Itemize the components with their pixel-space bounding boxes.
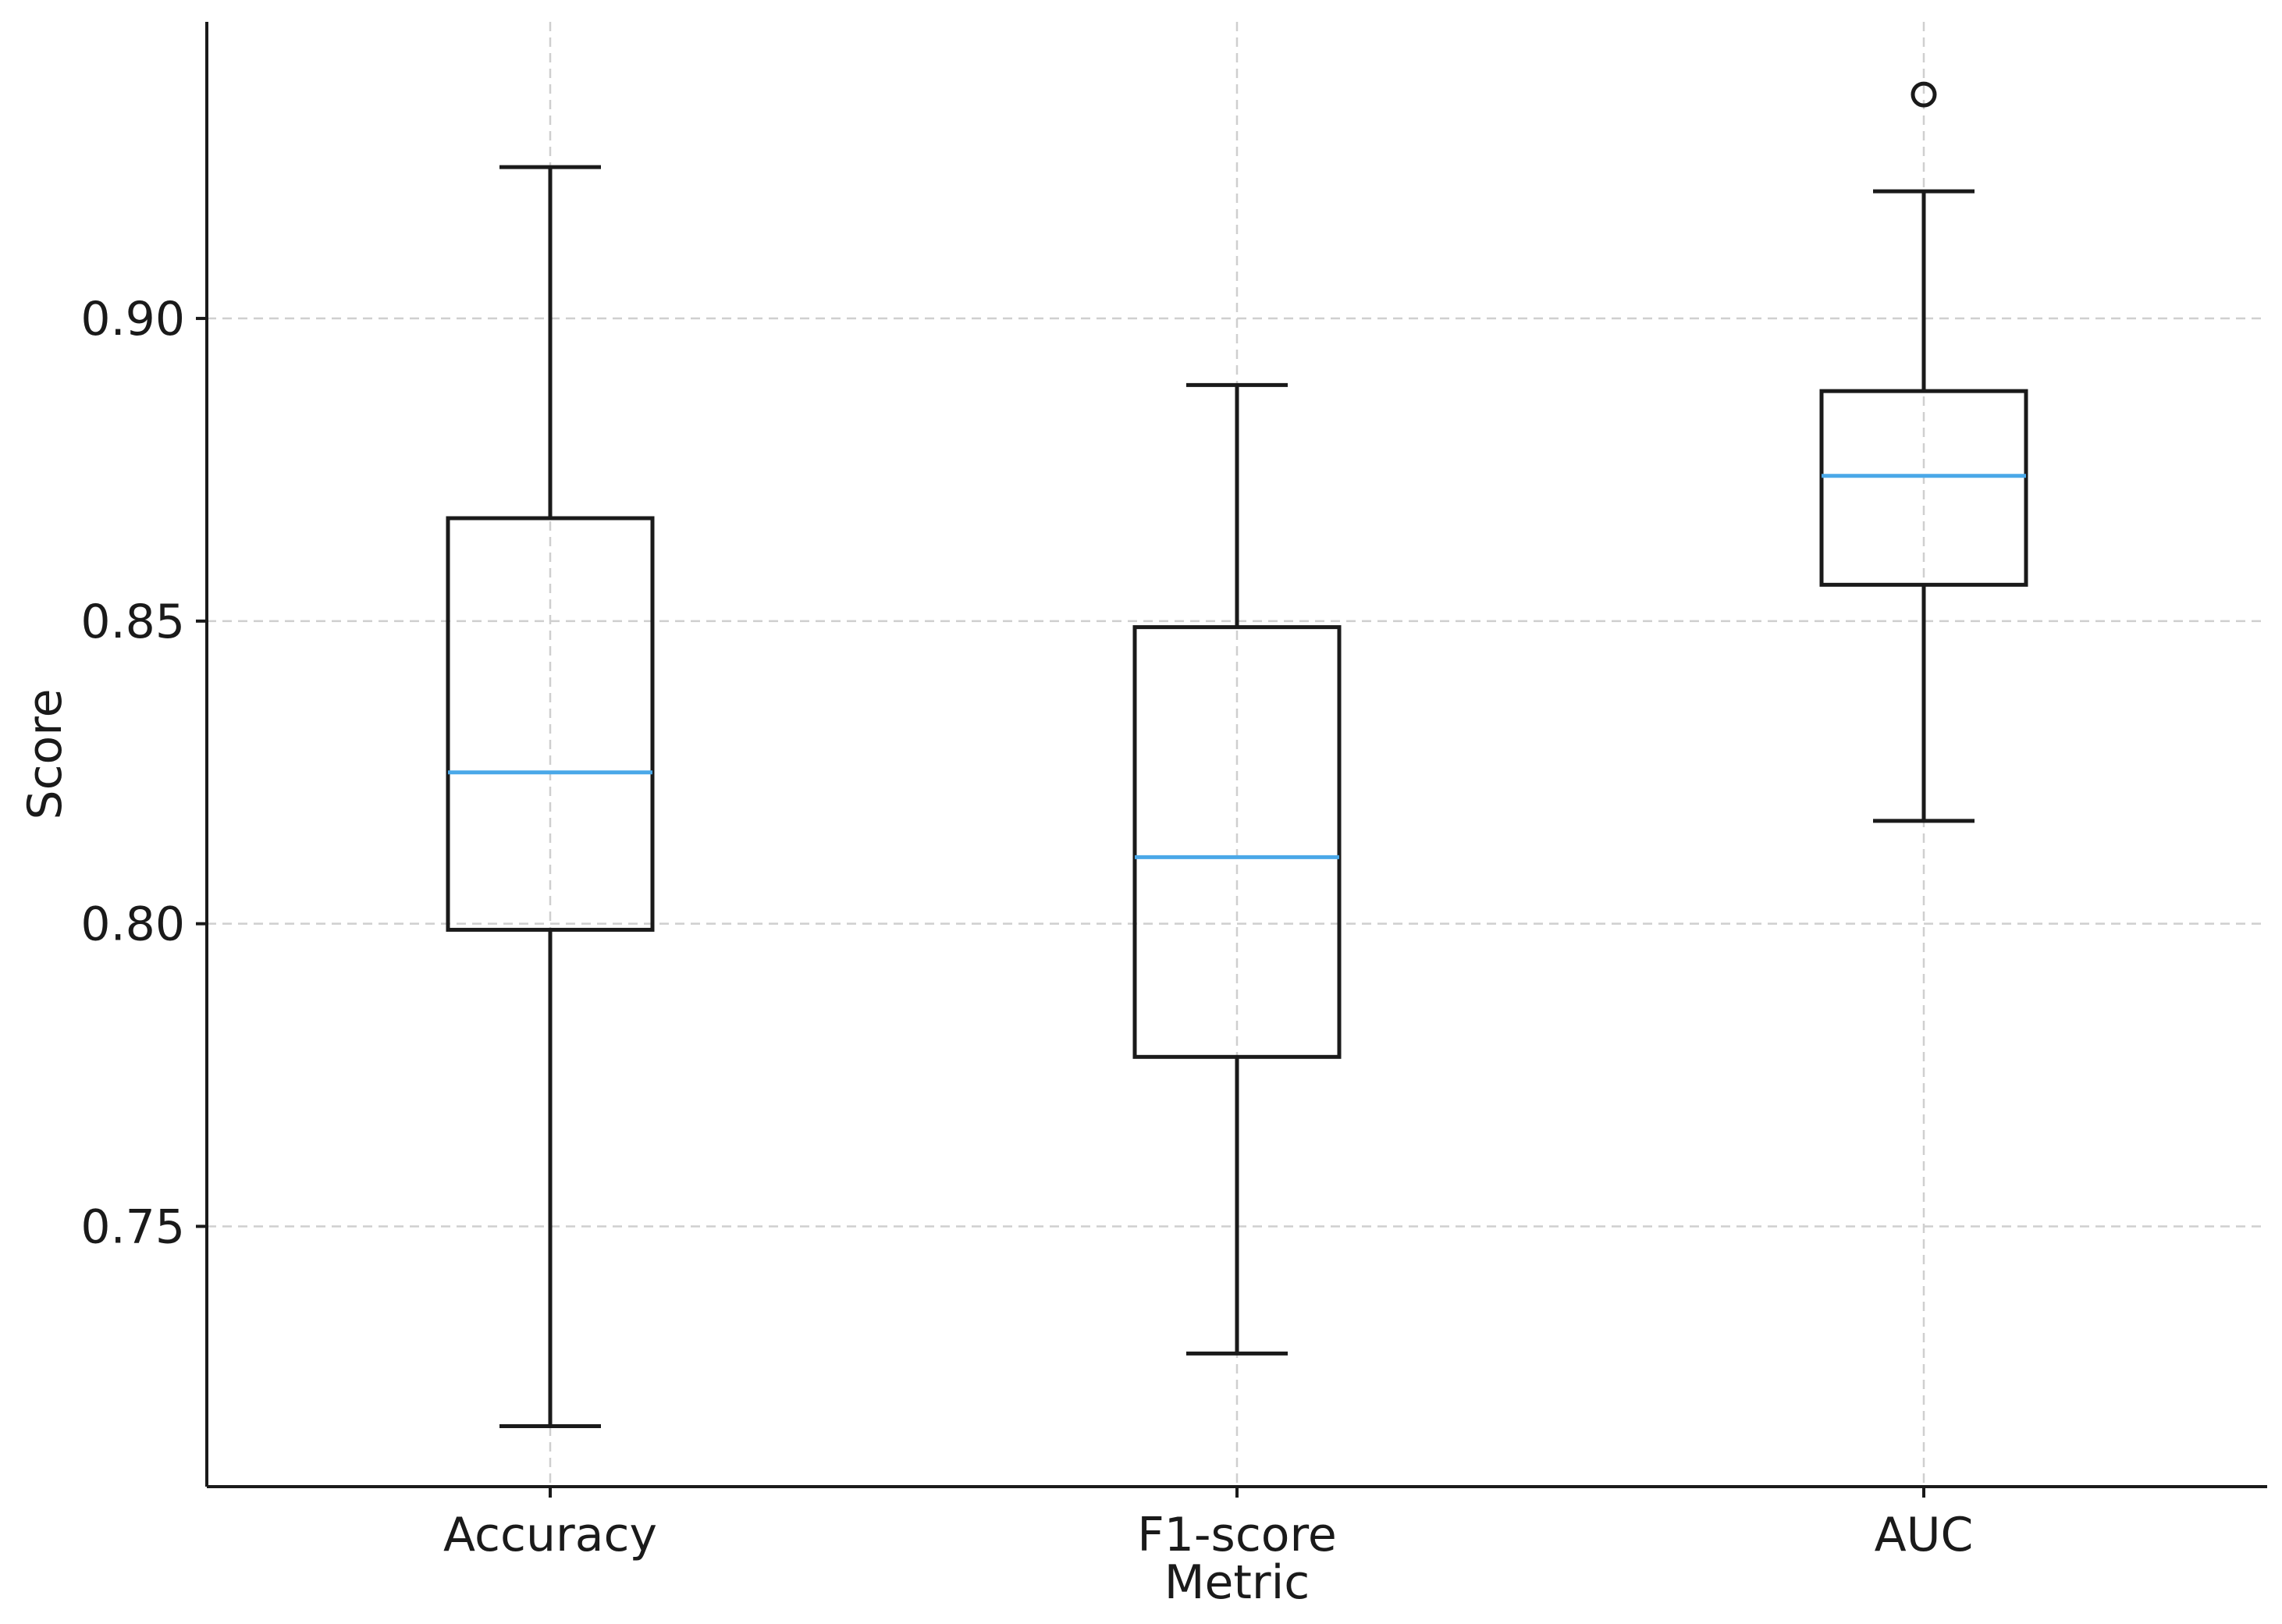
y-axis-label: Score — [18, 688, 73, 819]
x-tick-label: Accuracy — [443, 1508, 657, 1562]
box-f1-score — [1132, 382, 1342, 1356]
x-axis-label: Metric — [1164, 1555, 1310, 1610]
x-tick-label: AUC — [1875, 1508, 1974, 1562]
y-tick-label: 0.90 — [80, 292, 185, 346]
iqr-box — [1132, 625, 1342, 1059]
outlier-point — [1911, 81, 1937, 108]
box-auc — [1819, 81, 2028, 823]
box-accuracy — [446, 165, 655, 1428]
y-tick-label: 0.85 — [80, 595, 185, 649]
iqr-box — [1819, 389, 2028, 587]
y-tick-label: 0.75 — [80, 1199, 185, 1254]
iqr-box — [446, 516, 655, 932]
x-tick-label: F1-score — [1137, 1508, 1337, 1562]
box-layer — [446, 81, 2028, 1428]
y-tick-label: 0.80 — [80, 897, 185, 952]
tick-layer: 0.75 0.80 0.85 0.90 Accuracy F1-score AUC — [80, 292, 1973, 1562]
